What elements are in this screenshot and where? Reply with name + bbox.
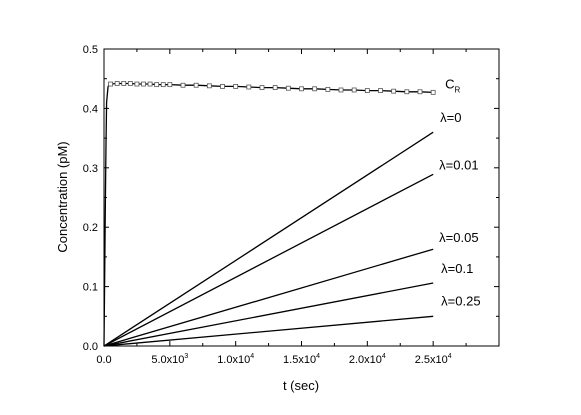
x-tick-label: 2.5x104 <box>415 353 452 366</box>
data-point <box>233 84 239 89</box>
data-point <box>338 87 344 93</box>
data-point <box>325 86 331 92</box>
data-point <box>417 89 423 95</box>
series-label: λ=0 <box>440 110 461 125</box>
data-point <box>312 86 318 92</box>
data-point <box>127 81 133 86</box>
data-point <box>378 88 383 93</box>
data-point <box>134 81 140 87</box>
y-tick-label: 0.3 <box>83 163 98 175</box>
data-point <box>272 85 278 91</box>
data-point <box>259 85 265 91</box>
x-tick-label: 2.0x104 <box>349 353 386 366</box>
y-tick-label: 0.4 <box>83 103 98 115</box>
x-tick-label: 1.5x104 <box>283 353 320 366</box>
series-label: CR <box>445 76 460 94</box>
x-axis-title: t (sec) <box>283 378 319 393</box>
data-point <box>180 82 186 88</box>
x-axis: 0.0 5.0x103 1.0x104 1.5x104 2.0x104 2.5x104 <box>96 49 467 366</box>
data-point <box>193 82 199 88</box>
x-tick-label: 1.0x104 <box>217 353 254 366</box>
data-point <box>121 81 127 86</box>
series-label: λ=0.05 <box>439 230 478 245</box>
data-point <box>404 89 410 95</box>
series-line <box>103 248 434 347</box>
data-point <box>220 84 225 89</box>
series-layer <box>103 81 436 347</box>
data-point <box>391 88 397 94</box>
plot-frame <box>103 48 500 347</box>
data-point <box>147 81 153 87</box>
data-point <box>430 89 436 95</box>
plot-border <box>103 48 500 347</box>
series-line <box>103 131 434 347</box>
data-point <box>141 81 146 87</box>
y-tick-label: 0.1 <box>83 282 98 294</box>
data-point <box>364 88 370 93</box>
data-point <box>167 82 173 88</box>
series-labels: CR λ=0 λ=0.01 λ=0.05 λ=0.1 λ=0.25 <box>439 76 480 308</box>
y-axis-title: Concentration (pM) <box>55 141 70 252</box>
y-tick-label: 0.2 <box>83 222 98 234</box>
series-line <box>103 282 434 347</box>
series-label: λ=0.01 <box>439 157 478 172</box>
data-point <box>299 86 304 92</box>
data-point <box>246 84 252 90</box>
data-point <box>206 83 212 89</box>
data-point <box>285 85 291 91</box>
data-point <box>154 82 160 88</box>
data-point <box>114 81 120 86</box>
data-point <box>351 87 357 93</box>
y-axis: 0.0 0.1 0.2 0.3 0.4 0.5 <box>83 44 499 353</box>
series-line <box>103 173 434 347</box>
series-label: λ=0.25 <box>441 293 480 308</box>
x-tick-label: 0.0 <box>96 354 111 366</box>
series-label: λ=0.1 <box>441 261 473 276</box>
y-tick-label: 0.5 <box>83 44 98 56</box>
y-tick-label: 0.0 <box>83 341 98 353</box>
data-point <box>160 82 166 88</box>
x-tick-label: 5.0x103 <box>151 353 188 366</box>
series-line <box>103 82 434 347</box>
series-line <box>103 315 434 347</box>
data-point <box>108 81 113 87</box>
